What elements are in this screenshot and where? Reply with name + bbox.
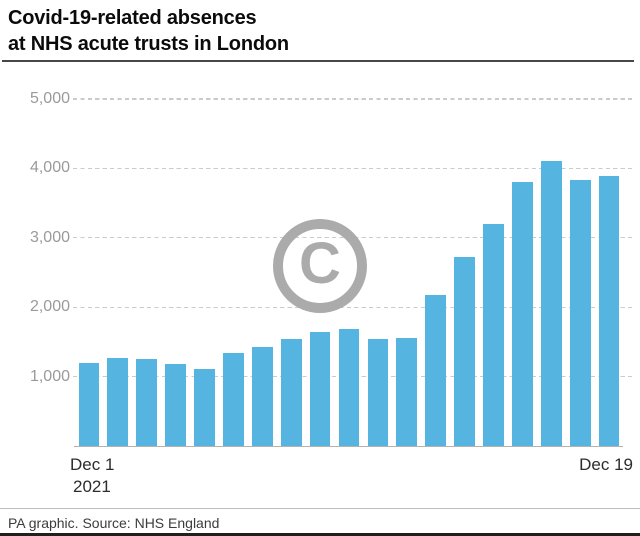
copyright-letter: C: [299, 231, 341, 296]
chart-title-line2: at NHS acute trusts in London: [8, 33, 289, 55]
gridline-2000: [73, 306, 632, 308]
source-credit: PA graphic. Source: NHS England: [8, 515, 220, 531]
title-divider-line: [2, 60, 634, 62]
chart-title: Covid-19-related absences at NHS acute tr…: [8, 5, 289, 57]
bar: [309, 332, 331, 446]
y-axis-tick-label-5000: 5,000: [29, 90, 70, 107]
y-axis-tick-label-3000: 3,000: [29, 228, 70, 246]
bar: [223, 353, 244, 446]
y-axis-tick-label-1000: 1,000: [29, 367, 70, 385]
bar: [598, 176, 620, 446]
bottom-edge-bar: [0, 533, 640, 536]
x-axis-start-year-label: 2021: [73, 477, 111, 496]
bar: [251, 346, 273, 446]
bar: [280, 339, 302, 446]
y-axis-tick-label-2000: 2,000: [29, 298, 70, 316]
bar: [483, 223, 504, 446]
bar: [540, 160, 562, 446]
bar: [165, 364, 186, 446]
y-axis-tick-label-4000: 4,000: [29, 159, 70, 177]
bar: [136, 358, 158, 446]
gridline-4000: [73, 167, 632, 170]
copyright-watermark-icon: C: [273, 219, 367, 313]
bar: [512, 181, 533, 446]
bar: [396, 338, 418, 446]
chart-title-line1: Covid-19-related absences: [8, 7, 257, 29]
footer-divider-line: [0, 508, 640, 510]
bar: [425, 295, 447, 446]
bar: [107, 357, 129, 446]
bar: [194, 369, 215, 446]
bar: [454, 256, 475, 446]
x-axis-baseline: [74, 445, 623, 448]
x-axis-end-label: Dec 19: [579, 455, 633, 474]
bar: [367, 339, 389, 446]
bar: [78, 363, 100, 446]
bar: [338, 328, 360, 446]
bar: [569, 180, 591, 446]
x-axis-start-label: Dec 1: [70, 455, 115, 474]
gridline-5000: [73, 98, 632, 100]
